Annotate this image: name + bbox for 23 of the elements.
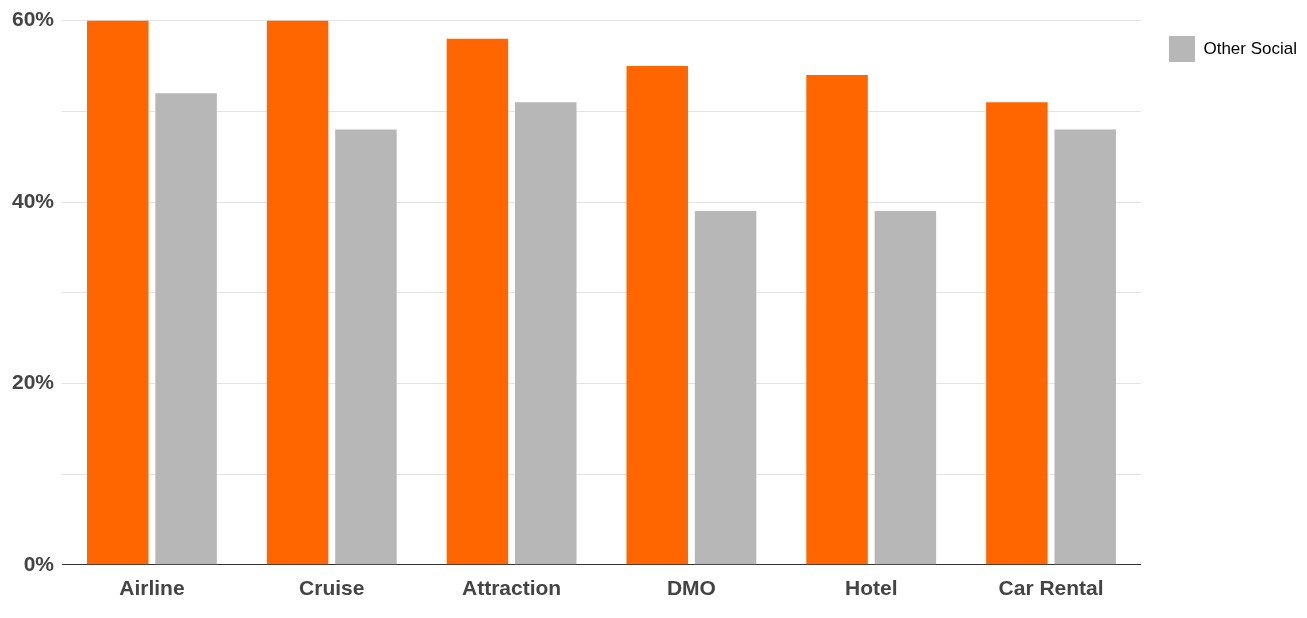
y-tick-label: 20%	[12, 370, 55, 394]
y-tick-label: 60%	[12, 7, 55, 31]
x-tick-label: Attraction	[462, 576, 562, 600]
bar	[446, 38, 509, 565]
bar	[155, 93, 217, 565]
bar	[87, 20, 149, 565]
bar	[694, 211, 757, 565]
bar	[806, 75, 868, 565]
bar	[874, 211, 937, 565]
legend-label: Other Social	[1203, 38, 1298, 58]
bar	[986, 102, 1048, 565]
bar	[1054, 129, 1116, 565]
bar	[626, 65, 688, 565]
x-tick-label: Car Rental	[998, 576, 1104, 600]
x-tick-label: DMO	[666, 576, 716, 600]
y-tick-label: 0%	[23, 551, 55, 575]
x-tick-label: Hotel	[844, 576, 898, 600]
x-tick-label: Airline	[119, 576, 185, 600]
bar	[335, 129, 397, 565]
bar	[266, 20, 329, 565]
y-tick-label: 40%	[12, 188, 55, 212]
bar	[515, 102, 577, 565]
x-tick-label: Cruise	[299, 576, 365, 600]
